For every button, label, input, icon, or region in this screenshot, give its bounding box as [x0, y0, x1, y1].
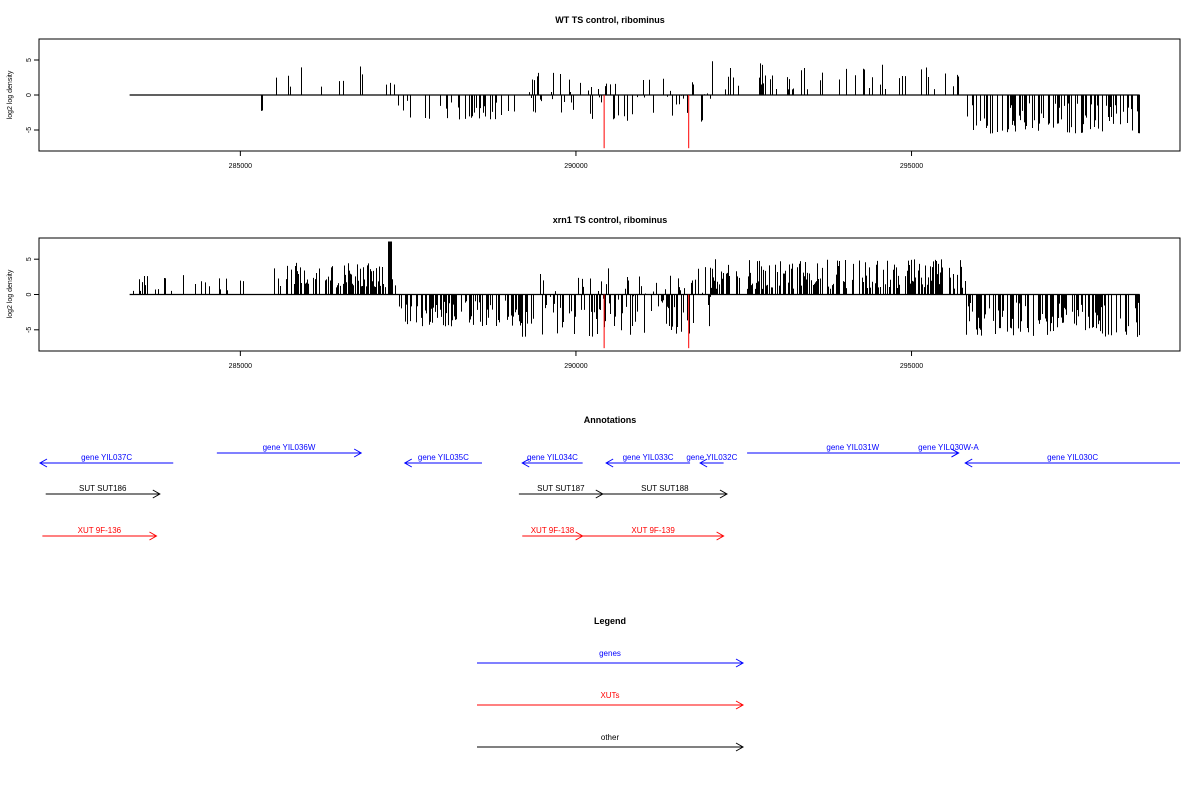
feature-label: gene YIL030C [1047, 453, 1098, 462]
legend-label: genes [599, 649, 621, 658]
feature-label: gene YIL035C [418, 453, 469, 462]
feature-arrow [403, 458, 482, 468]
feature-arrow [521, 458, 583, 468]
annotation-features: gene YIL037C gene YIL036W gene YIL035C gene… [38, 443, 1180, 541]
y-axis-label: log2 log density [7, 269, 14, 318]
feature-label: XUT 9F-138 [531, 526, 575, 535]
x-tick-label: 295000 [900, 363, 923, 370]
density-bars [129, 241, 1140, 349]
feature-arrow [42, 531, 158, 541]
annotations-title: Annotations [584, 415, 637, 425]
density-bars [129, 61, 1140, 149]
panel-title: WT TS control, ribominus [555, 15, 665, 25]
feature-label: XUT 9F-139 [631, 526, 675, 535]
y-axis-label: log2 log density [7, 70, 14, 119]
y-tick-label: -5 [26, 327, 33, 333]
legend-entries: genes XUTs other [477, 649, 745, 752]
xrn1-density-panel: xrn1 TS control, ribominus log2 log dens… [7, 215, 1181, 370]
y-tick-label: -5 [26, 127, 33, 133]
legend-arrow [477, 742, 745, 752]
feature-label: XUT 9F-136 [78, 526, 122, 535]
x-tick-label: 285000 [229, 163, 252, 170]
feature-label: gene YIL036W [263, 443, 316, 452]
y-tick-label: 0 [26, 292, 33, 296]
legend-arrow [477, 658, 745, 668]
legend-title: Legend [594, 616, 626, 626]
axes: 285000 290000 295000 -5 0 5 [26, 257, 923, 370]
feature-arrow [699, 458, 724, 468]
x-tick-label: 290000 [564, 163, 587, 170]
feature-arrow [602, 489, 728, 499]
feature-arrow [938, 448, 960, 458]
feature-arrow [964, 458, 1180, 468]
x-tick-label: 290000 [564, 363, 587, 370]
feature-arrow [582, 531, 725, 541]
y-tick-label: 5 [26, 58, 33, 62]
wt-density-panel: WT TS control, ribominus log2 log densit… [7, 15, 1181, 170]
panel-title: xrn1 TS control, ribominus [553, 215, 668, 225]
legend-label: other [601, 733, 620, 742]
legend-label: XUTs [600, 691, 619, 700]
axes: 285000 290000 295000 -5 0 5 [26, 58, 923, 170]
feature-label: gene YIL031W [826, 443, 879, 452]
feature-label: SUT SUT188 [641, 484, 689, 493]
feature-label: gene YIL037C [81, 453, 132, 462]
feature-arrow [38, 458, 174, 468]
feature-label: SUT SUT186 [79, 484, 127, 493]
feature-label: gene YIL030W-A [918, 443, 979, 452]
feature-arrow [45, 489, 161, 499]
y-tick-label: 5 [26, 257, 33, 261]
feature-label: gene YIL032C [686, 453, 737, 462]
x-tick-label: 295000 [900, 163, 923, 170]
feature-label: gene YIL033C [623, 453, 674, 462]
legend-arrow [477, 700, 745, 710]
x-tick-label: 285000 [229, 363, 252, 370]
feature-label: gene YIL034C [527, 453, 578, 462]
y-tick-label: 0 [26, 93, 33, 97]
feature-label: SUT SUT187 [537, 484, 585, 493]
legend-panel: Legend genes XUTs other [477, 616, 745, 752]
feature-arrow [605, 458, 691, 468]
feature-arrow [216, 448, 363, 458]
